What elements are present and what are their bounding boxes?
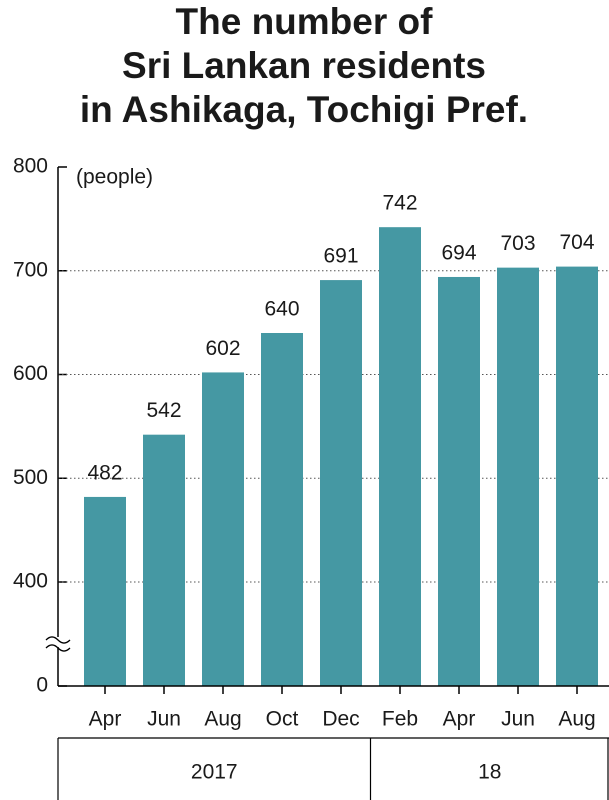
x-tick-label: Aug	[558, 708, 595, 731]
x-tick-label: Oct	[266, 708, 299, 731]
x-tick-label: Dec	[322, 708, 359, 731]
y-tick-label: 700	[13, 258, 48, 281]
group-label: 18	[478, 761, 501, 784]
value-label: 640	[264, 298, 299, 321]
value-label: 742	[382, 192, 417, 215]
axis-break	[45, 644, 71, 652]
x-tick-label: Apr	[89, 708, 122, 731]
chart-title: Sri Lankan residents	[122, 45, 486, 86]
group-label: 2017	[191, 761, 238, 784]
value-label: 602	[205, 337, 240, 360]
y-tick-label: 600	[13, 362, 48, 385]
y-tick-label: 500	[13, 466, 48, 489]
bar	[261, 333, 303, 686]
bar	[379, 227, 421, 687]
y-tick-label: 0	[36, 674, 48, 697]
y-axis-label: (people)	[76, 166, 153, 189]
value-label: 703	[500, 232, 535, 255]
value-label: 482	[87, 461, 122, 484]
x-tick-label: Jun	[501, 708, 535, 731]
bar	[438, 276, 480, 686]
x-tick-label: Jun	[147, 708, 181, 731]
bar	[202, 372, 244, 686]
x-tick-label: Aug	[204, 708, 241, 731]
bar	[84, 496, 126, 686]
bar	[556, 266, 598, 686]
value-label: 704	[559, 231, 594, 254]
bar	[497, 267, 539, 686]
value-label: 542	[146, 399, 181, 422]
axis-break-gap	[46, 637, 70, 647]
value-label: 691	[323, 245, 358, 268]
x-tick-label: Apr	[443, 708, 476, 731]
value-label: 694	[441, 242, 476, 265]
y-tick-label: 400	[13, 570, 48, 593]
bar	[143, 434, 185, 686]
chart-title: The number of	[176, 1, 434, 42]
y-tick-label: 800	[13, 155, 48, 178]
bar	[320, 280, 362, 686]
axis-break	[45, 636, 71, 644]
x-tick-label: Feb	[382, 708, 418, 731]
chart-title: in Ashikaga, Tochigi Pref.	[80, 89, 528, 130]
